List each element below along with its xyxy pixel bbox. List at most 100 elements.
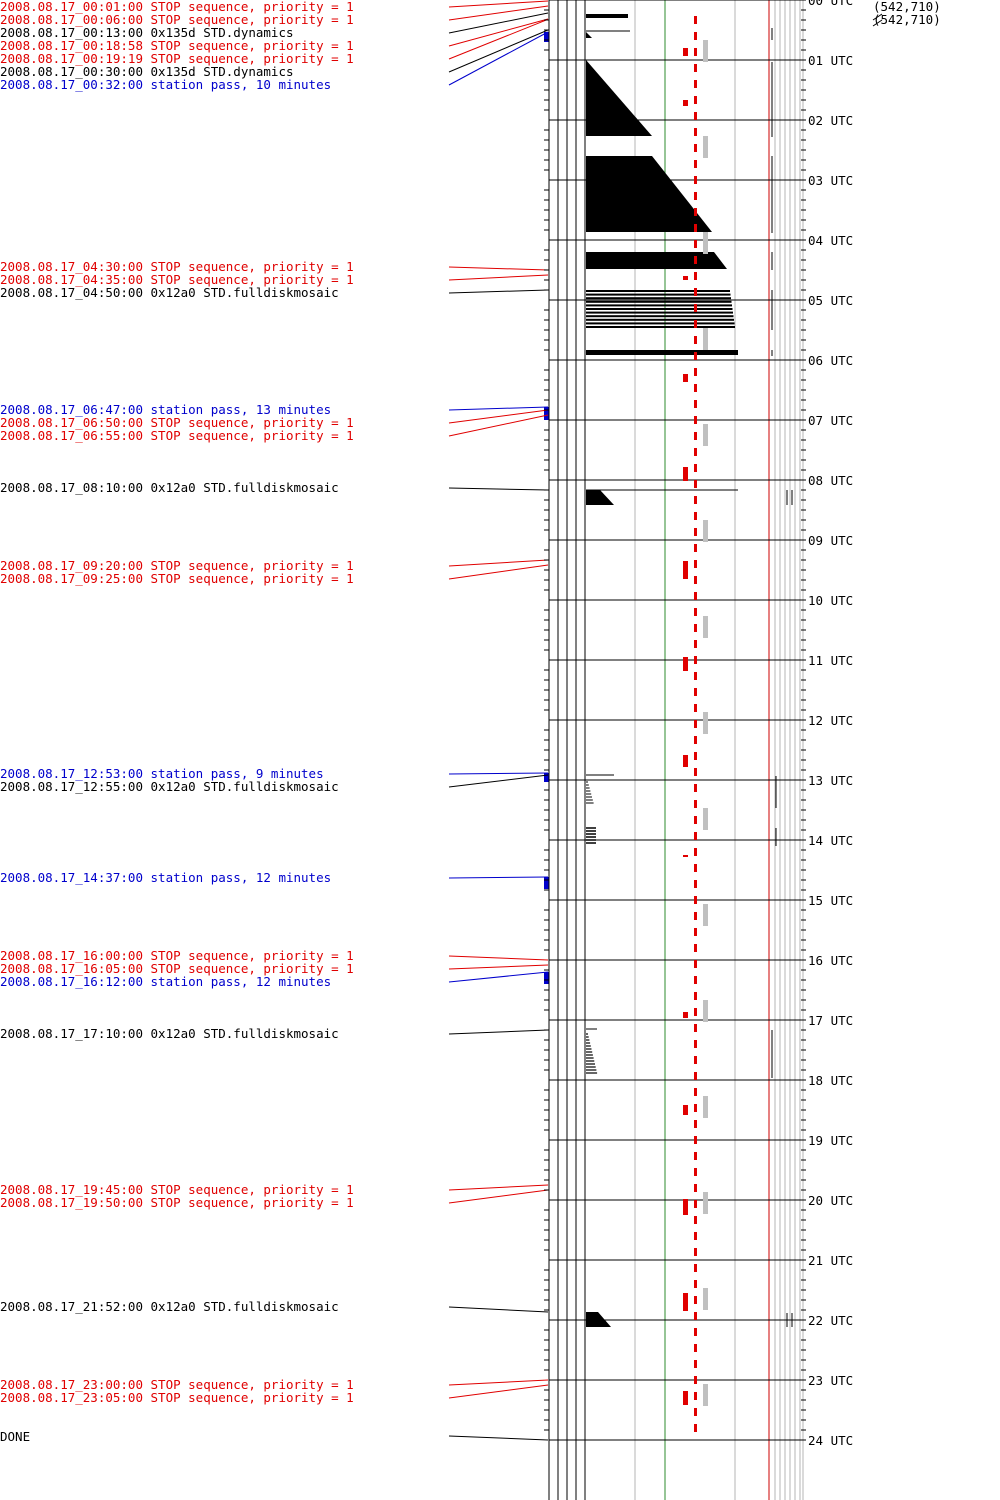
connector-line-pass xyxy=(448,406,549,411)
station-pass-marker xyxy=(544,772,549,782)
red-dash-mark xyxy=(694,16,697,24)
event-row-stop: 2008.08.17_23:05:00 STOP sequence, prior… xyxy=(0,1390,354,1405)
sequence-load-shape xyxy=(586,60,652,136)
connector-line-pass xyxy=(448,971,549,983)
gray-period-mark xyxy=(703,232,708,254)
mosaic-load-bar xyxy=(586,315,734,318)
gray-period-mark xyxy=(703,1000,708,1022)
gray-period-mark xyxy=(703,328,708,350)
red-dash-mark xyxy=(694,624,697,632)
sequence-load-shape xyxy=(586,252,727,269)
event-row-cmd: 2008.08.17_04:50:00 0x12a0 STD.fulldiskm… xyxy=(0,285,339,300)
red-dash-mark xyxy=(694,1008,697,1016)
red-period-mark xyxy=(683,1012,688,1018)
red-dash-mark xyxy=(694,1184,697,1192)
hour-label: 09 UTC xyxy=(808,533,854,548)
event-row-pass: 2008.08.17_12:53:00 station pass, 9 minu… xyxy=(0,766,324,781)
red-dash-mark xyxy=(694,880,697,888)
event-row-stop: 2008.08.17_06:50:00 STOP sequence, prior… xyxy=(0,415,354,430)
red-dash-mark xyxy=(694,1312,697,1320)
red-dash-mark xyxy=(694,640,697,648)
red-dash-mark xyxy=(694,544,697,552)
red-dash-mark xyxy=(694,304,697,312)
red-dash-mark xyxy=(694,160,697,168)
red-dash-mark xyxy=(694,1344,697,1352)
red-dash-mark xyxy=(694,1280,697,1288)
coord-label-1: (542,710) xyxy=(873,0,941,14)
event-row-stop: 2008.08.17_04:30:00 STOP sequence, prior… xyxy=(0,259,354,274)
connector-line-stop xyxy=(448,1379,549,1386)
gray-period-mark xyxy=(703,520,708,542)
mosaic-load-bar xyxy=(586,290,730,292)
red-dash-mark xyxy=(694,784,697,792)
connector-line-done xyxy=(448,1435,549,1441)
red-period-mark xyxy=(683,755,688,767)
hour-label: 12 UTC xyxy=(808,713,854,728)
gray-period-mark xyxy=(703,136,708,158)
gray-period-mark xyxy=(703,1096,708,1118)
event-row-cmd: 2008.08.17_21:52:00 0x12a0 STD.fulldiskm… xyxy=(0,1299,339,1314)
red-dash-mark xyxy=(694,288,697,296)
gray-period-mark xyxy=(703,712,708,734)
connector-line-stop xyxy=(448,1189,549,1204)
mosaic-load-bar xyxy=(586,300,732,303)
event-row-stop: 2008.08.17_04:35:00 STOP sequence, prior… xyxy=(0,272,354,287)
sequence-load-shape xyxy=(586,1312,611,1327)
connector-line-cmd xyxy=(448,487,549,491)
red-dash-mark xyxy=(694,64,697,72)
red-dash-mark xyxy=(694,464,697,472)
red-period-mark xyxy=(683,855,688,857)
red-period-mark xyxy=(683,1293,688,1311)
gray-period-mark xyxy=(703,616,708,638)
event-row-stop: 2008.08.17_19:50:00 STOP sequence, prior… xyxy=(0,1195,354,1210)
coord-label-2: (542,710) xyxy=(873,12,941,27)
red-dash-mark xyxy=(694,928,697,936)
station-pass-marker xyxy=(544,972,549,984)
connector-line-stop xyxy=(448,414,549,437)
connector-line-cmd xyxy=(448,12,549,34)
hour-label: 05 UTC xyxy=(808,293,854,308)
mosaic-load-bar xyxy=(586,318,734,321)
red-dash-mark xyxy=(694,608,697,616)
gray-period-mark xyxy=(703,424,708,446)
connector-line-cmd xyxy=(448,1306,549,1313)
event-row-pass: 2008.08.17_14:37:00 station pass, 12 min… xyxy=(0,870,332,885)
red-period-mark xyxy=(683,100,688,106)
red-dash-mark xyxy=(694,112,697,120)
connector-line-pass xyxy=(448,876,549,879)
red-dash-mark xyxy=(694,480,697,488)
red-period-mark xyxy=(683,467,688,481)
red-dash-mark xyxy=(694,960,697,968)
gray-period-mark xyxy=(703,1288,708,1310)
red-period-mark xyxy=(683,1199,688,1215)
red-dash-mark xyxy=(694,192,697,200)
red-dash-mark xyxy=(694,48,697,56)
sequence-load-shape xyxy=(586,156,712,232)
connector-line-stop xyxy=(448,955,549,961)
red-dash-mark xyxy=(694,80,697,88)
connector-line-cmd xyxy=(448,29,549,73)
gray-period-mark xyxy=(703,40,708,62)
connector-line-stop xyxy=(448,18,549,60)
red-dash-mark xyxy=(694,1088,697,1096)
gray-period-mark xyxy=(703,808,708,830)
sequence-load-shape xyxy=(586,490,614,505)
hour-label: 22 UTC xyxy=(808,1313,854,1328)
hour-label: 23 UTC xyxy=(808,1373,854,1388)
hour-label: 11 UTC xyxy=(808,653,854,668)
red-dash-mark xyxy=(694,336,697,344)
event-row-stop: 2008.08.17_00:01:00 STOP sequence, prior… xyxy=(0,0,354,14)
hour-label: 03 UTC xyxy=(808,173,854,188)
sequence-load-shape xyxy=(586,32,592,38)
hour-label: 14 UTC xyxy=(808,833,854,848)
red-dash-mark xyxy=(694,896,697,904)
red-dash-mark xyxy=(694,1296,697,1304)
hour-label: 16 UTC xyxy=(808,953,854,968)
red-dash-mark xyxy=(694,1232,697,1240)
mosaic-load-bar xyxy=(586,297,731,300)
connector-line-stop xyxy=(448,559,549,567)
connector-line-stop xyxy=(448,1384,549,1399)
red-dash-mark xyxy=(694,320,697,328)
red-period-mark xyxy=(683,374,688,382)
